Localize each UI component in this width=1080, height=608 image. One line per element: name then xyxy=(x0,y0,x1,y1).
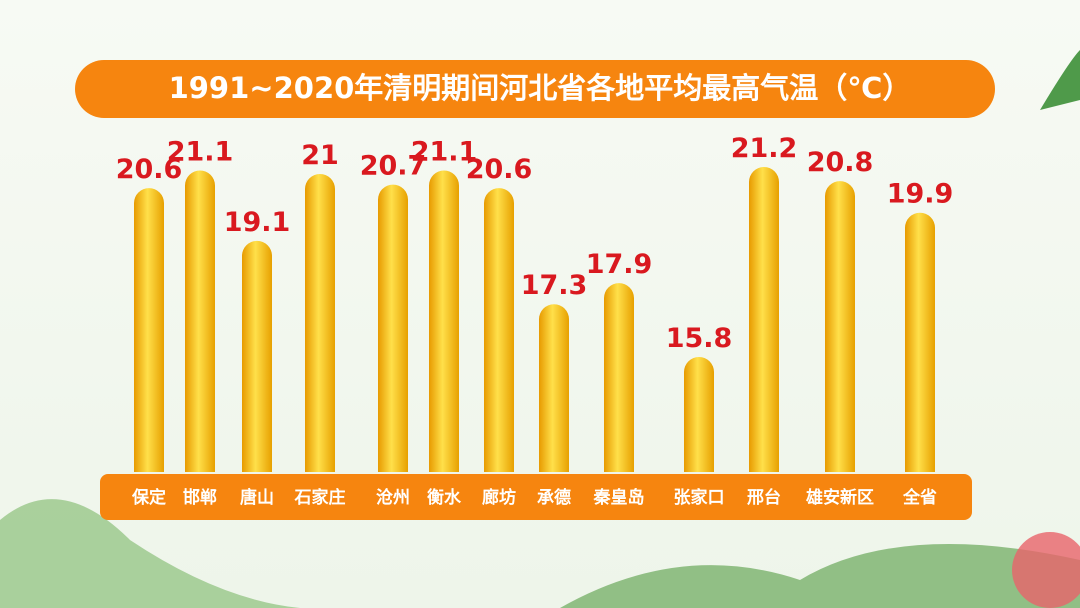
category-label: 承德 xyxy=(537,487,571,508)
value-label: 21.2 xyxy=(731,133,798,164)
value-label: 20.6 xyxy=(116,154,183,185)
bar xyxy=(749,167,779,472)
category-label: 邢台 xyxy=(747,487,781,508)
category-label: 廊坊 xyxy=(482,487,516,508)
chart-title: 1991~2020年清明期间河北省各地平均最高气温（℃） xyxy=(169,71,912,105)
value-label: 20.7 xyxy=(360,151,427,182)
bar xyxy=(134,188,164,472)
category-label: 衡水 xyxy=(427,487,462,508)
category-label: 雄安新区 xyxy=(805,487,874,508)
value-label: 19.9 xyxy=(887,179,954,210)
value-label: 21.1 xyxy=(411,137,478,168)
category-label: 石家庄 xyxy=(294,487,346,508)
category-banner xyxy=(100,474,972,520)
decoration xyxy=(0,499,300,608)
category-label: 邯郸 xyxy=(183,487,217,508)
bar xyxy=(305,174,335,472)
bar xyxy=(684,357,714,472)
decoration xyxy=(1040,50,1080,110)
value-label: 21 xyxy=(301,140,339,171)
category-label: 保定 xyxy=(131,487,166,508)
bar xyxy=(484,188,514,472)
bar xyxy=(905,212,935,472)
category-label: 沧州 xyxy=(376,487,410,508)
bar xyxy=(825,181,855,472)
decoration xyxy=(560,544,1080,608)
bar xyxy=(242,240,272,472)
category-label: 全省 xyxy=(902,487,937,508)
bar xyxy=(539,304,569,472)
value-label: 21.1 xyxy=(167,137,234,168)
value-label: 19.1 xyxy=(224,207,291,238)
category-label: 秦皇岛 xyxy=(594,487,645,508)
bar xyxy=(604,283,634,472)
category-label: 张家口 xyxy=(674,487,725,508)
bar xyxy=(378,184,408,473)
value-label: 17.9 xyxy=(586,249,653,280)
value-label: 17.3 xyxy=(521,270,588,301)
title-banner xyxy=(75,60,995,118)
decoration xyxy=(1012,532,1080,608)
value-label: 20.8 xyxy=(807,147,874,178)
bar xyxy=(185,170,215,472)
value-label: 20.6 xyxy=(466,154,533,185)
bar xyxy=(429,170,459,472)
value-label: 15.8 xyxy=(666,323,733,354)
category-label: 唐山 xyxy=(240,487,274,508)
